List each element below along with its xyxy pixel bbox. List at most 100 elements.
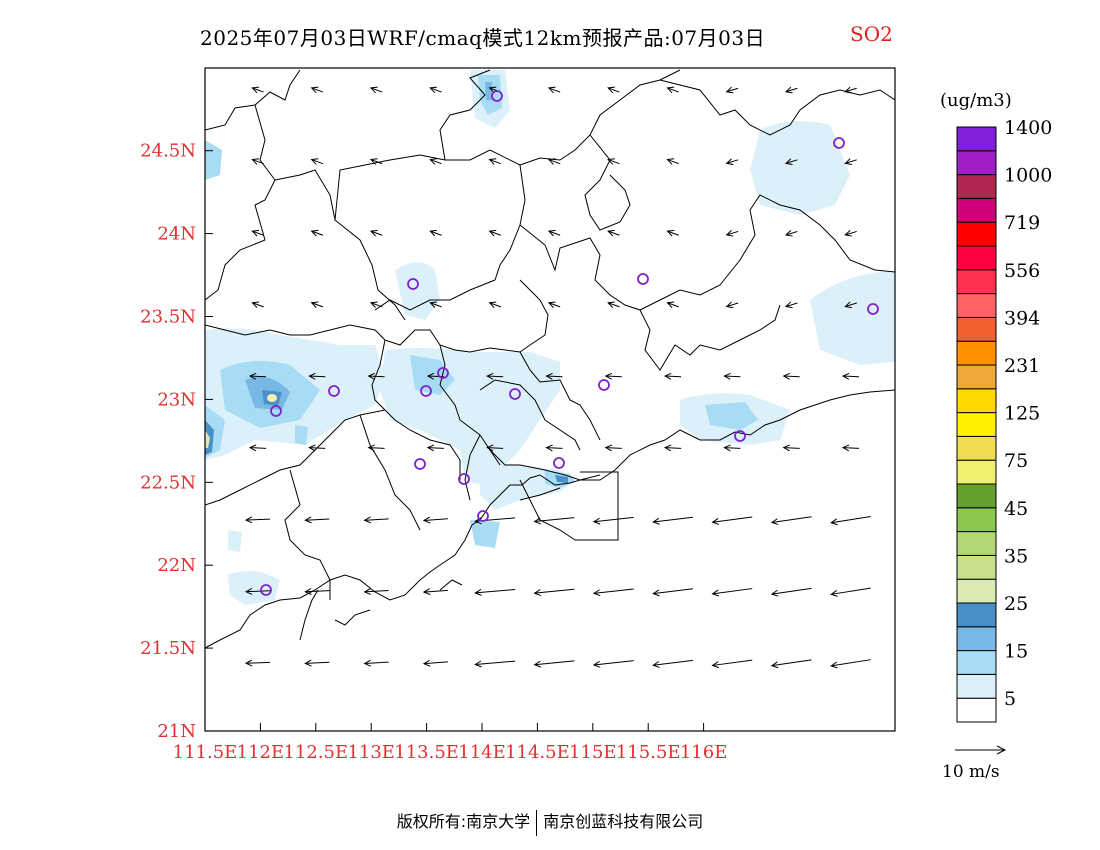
wind-arrow-head: [607, 229, 615, 237]
colorbar-swatch: [956, 650, 997, 675]
y-tick-label: 22N: [157, 555, 196, 576]
wind-arrow: [593, 516, 634, 523]
x-tick-label: 114.5E: [505, 742, 570, 763]
wind-arrow-head: [666, 158, 675, 165]
x-tick-label: 113E: [347, 742, 395, 763]
wind-arrow-head: [251, 301, 260, 308]
wind-arrow: [534, 588, 575, 594]
station-marker: [420, 385, 432, 397]
wind-arrow-head: [607, 158, 615, 165]
wind-arrow: [724, 447, 741, 449]
wind-arrow: [831, 659, 871, 667]
wind-arrow: [653, 588, 694, 595]
wind-arrow-head: [592, 589, 601, 597]
wind-arrow: [311, 302, 324, 308]
y-tick-label: 23.5N: [140, 307, 196, 328]
colorbar-label: 394: [1004, 307, 1040, 329]
colorbar-swatch: [956, 412, 997, 437]
x-tick-label: 115.5E: [616, 742, 681, 763]
wind-arrow: [546, 447, 563, 449]
y-tick-label: 24N: [157, 224, 196, 245]
wind-arrow-head: [304, 588, 312, 595]
wind-arrow-head: [607, 301, 615, 308]
wind-arrow-head: [711, 518, 720, 525]
wind-arrow-head: [533, 517, 542, 525]
station-marker: [553, 457, 565, 469]
wind-arrow: [607, 87, 620, 93]
wind-arrow-head: [784, 229, 793, 237]
wind-arrow: [771, 516, 812, 523]
colorbar-swatch: [956, 483, 997, 509]
colorbar-swatch: [956, 626, 997, 652]
wind-arrow: [368, 375, 385, 378]
wind-arrow: [845, 87, 857, 93]
wind-arrow: [423, 661, 448, 665]
wind-arrow-head: [604, 372, 613, 380]
wind-arrow: [665, 447, 682, 449]
wind-arrow: [534, 517, 575, 523]
station-marker: [509, 388, 521, 400]
wind-arrow-head: [426, 444, 435, 452]
wind-arrow-head: [310, 86, 319, 94]
wind-arrow: [364, 661, 389, 665]
wind-arrow-head: [844, 158, 852, 165]
wind-arrow: [607, 302, 620, 308]
station-marker: [734, 430, 746, 442]
map-title: 2025年07月03日WRF/cmaq模式12km预报产品:07月03日: [200, 26, 766, 50]
wind-arrow: [682, 730, 683, 731]
footer: 版权所有:南京大学 南京创蓝科技有限公司: [0, 808, 1100, 836]
colorbar-label: 35: [1004, 545, 1028, 567]
wind-arrow: [546, 375, 563, 378]
wind-arrow-head: [844, 229, 852, 237]
title-row: 2025年07月03日WRF/cmaq模式12km预报产品:07月03日 SO2: [0, 20, 1100, 54]
x-tick-label: 112E: [237, 742, 285, 763]
station-marker: [598, 379, 610, 391]
wind-arrow: [427, 447, 444, 449]
wind-arrow-head: [363, 588, 371, 596]
wind-arrow-head: [486, 733, 493, 739]
wind-arrow: [726, 159, 739, 164]
wind-arrow: [368, 447, 385, 449]
wind-arrow: [370, 87, 383, 93]
wind-arrow-head: [725, 229, 734, 237]
wind-arrow: [548, 230, 561, 236]
wind-arrow-head: [369, 229, 378, 237]
wind-arrow: [607, 159, 620, 165]
wind-arrow: [667, 87, 679, 93]
wind-arrow: [326, 730, 327, 731]
colorbar-swatch: [956, 507, 997, 533]
wind-arrow: [845, 302, 857, 308]
wind-arrow: [785, 230, 798, 236]
wind-arrow: [842, 447, 860, 449]
wind-arrow: [593, 660, 634, 666]
wind-arrow: [783, 375, 800, 378]
wind-arrow: [845, 230, 857, 236]
wind-arrow: [548, 159, 561, 165]
wind-arrow-head: [784, 158, 793, 165]
wind-arrow-head: [782, 444, 791, 452]
wind-arrow: [487, 375, 504, 378]
wind-arrow: [427, 375, 444, 378]
wind-arrow-head: [486, 444, 494, 452]
wind-arrow: [667, 302, 679, 308]
wind-arrow: [370, 159, 383, 165]
wind-arrow-head: [488, 86, 497, 94]
wind-arrow: [364, 589, 389, 593]
station-marker: [833, 137, 845, 149]
y-tick-label: 21N: [157, 721, 196, 742]
wind-arrow-head: [248, 733, 255, 739]
wind-arrow: [430, 230, 442, 236]
wind-arrow: [785, 302, 798, 308]
colorbar-label: 1400: [1004, 117, 1052, 139]
wind-arrow-head: [770, 661, 779, 669]
colorbar-label: 125: [1004, 403, 1040, 425]
footer-copyright: 版权所有:南京大学: [396, 812, 531, 831]
wind-arrow-head: [592, 660, 601, 668]
x-tick-label: 114E: [458, 742, 506, 763]
wind-arrow: [653, 659, 694, 666]
colorbar-swatch: [956, 126, 997, 152]
colorbar-swatch: [956, 673, 997, 699]
colorbar-label: 75: [1004, 450, 1028, 472]
wind-arrow: [430, 302, 442, 308]
